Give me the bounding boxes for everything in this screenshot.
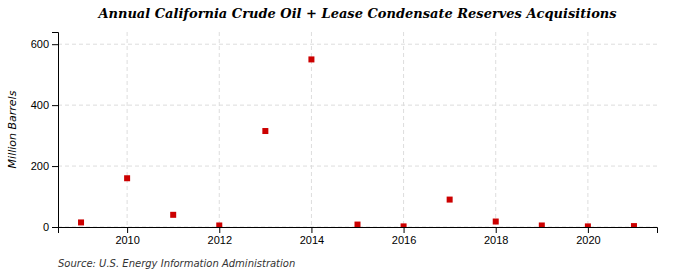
point xyxy=(170,212,176,218)
point xyxy=(216,222,222,227)
point xyxy=(493,219,499,225)
title: Annual California Crude Oil + Lease Cond… xyxy=(96,6,617,21)
grid-line xyxy=(495,32,496,227)
grid-line xyxy=(587,32,588,227)
tick-mark xyxy=(52,105,58,106)
grid-line xyxy=(58,44,657,45)
point xyxy=(401,223,407,227)
point xyxy=(124,175,130,181)
tick-label: 600 xyxy=(31,38,49,50)
tick-label: 2012 xyxy=(208,234,232,246)
point xyxy=(262,128,268,134)
point xyxy=(539,222,545,227)
grid-line xyxy=(127,32,128,227)
plot: 2010 2012 2014 2016 2018 2020 0 200 400 600 xyxy=(31,32,658,246)
grid-line xyxy=(219,32,220,227)
tick-mark xyxy=(219,227,220,233)
tick-label: 200 xyxy=(31,160,49,172)
grid xyxy=(58,32,657,227)
tick-label: 2016 xyxy=(392,234,416,246)
tick: 400 xyxy=(31,99,58,111)
tick-mark xyxy=(52,227,58,228)
x-axis: 2010 2012 2014 2016 2018 2020 xyxy=(59,227,658,246)
tick: 600 xyxy=(31,38,58,50)
grid-line xyxy=(58,105,657,106)
axis-line xyxy=(59,228,658,234)
y-axis-title: Million Barrels xyxy=(6,90,19,168)
point xyxy=(585,223,591,227)
point xyxy=(308,56,314,62)
tick-mark xyxy=(496,227,497,233)
y-axis: 0 200 400 600 xyxy=(31,33,59,234)
tick-label: 0 xyxy=(43,221,49,233)
tick-mark xyxy=(52,166,58,167)
tick: 2020 xyxy=(576,227,600,246)
grid-line xyxy=(58,166,657,167)
source: Source: U.S. Energy Information Administ… xyxy=(58,258,295,269)
tick-mark xyxy=(311,227,312,233)
tick: 2012 xyxy=(208,227,232,246)
tick-label: 2010 xyxy=(115,234,139,246)
point xyxy=(78,219,84,225)
tick-label: 2018 xyxy=(484,234,508,246)
tick-label: 2020 xyxy=(576,234,600,246)
tick-mark xyxy=(404,227,405,233)
points xyxy=(78,56,637,227)
tick: 2018 xyxy=(484,227,508,246)
tick-mark xyxy=(127,227,128,233)
chart: 2010 2012 2014 2016 2018 2020 0 200 400 600 Annual… xyxy=(0,0,675,275)
tick: 200 xyxy=(31,160,58,172)
tick: 2014 xyxy=(300,227,324,246)
tick-label: 2014 xyxy=(300,234,324,246)
axis-line xyxy=(52,33,59,228)
point xyxy=(447,197,453,203)
tick: 2010 xyxy=(115,227,139,246)
tick-mark xyxy=(588,227,589,233)
grid-line xyxy=(403,32,404,227)
tick: 2016 xyxy=(392,227,416,246)
tick: 0 xyxy=(43,221,58,233)
tick-mark xyxy=(52,44,58,45)
point xyxy=(631,223,637,227)
tick-label: 400 xyxy=(31,99,49,111)
point xyxy=(355,222,361,227)
